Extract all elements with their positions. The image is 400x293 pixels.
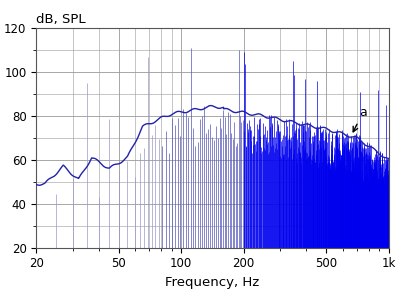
Text: dB, SPL: dB, SPL: [36, 13, 86, 26]
Text: a: a: [353, 106, 367, 132]
X-axis label: Frequency, Hz: Frequency, Hz: [165, 276, 260, 289]
